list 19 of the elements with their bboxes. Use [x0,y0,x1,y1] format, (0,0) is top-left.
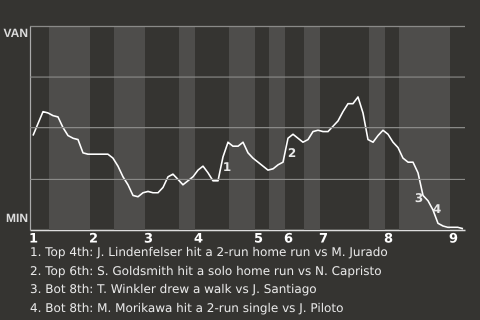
text: 4. Bot 8th: M. Morikawa hit a 2-run single vs J. Piloto [30,300,344,316]
x-tick-label: 9 [448,232,458,246]
x-tick-label: 3 [144,232,154,246]
text: 2. Top 6th: S. Goldsmith hit a solo home run vs N. Capristo [30,262,383,280]
text: 1. Top 4th: J. Lindenfelser hit a 2-run home run vs M. Jurado [30,244,388,261]
annotation: 4 [432,202,442,216]
x-tick-label: 7 [318,232,328,246]
annotation: 3 [414,191,424,205]
x-tick-label: 6 [284,232,294,246]
x-tick-label: 4 [194,232,204,246]
x-tick-label: 8 [384,232,394,246]
annotation: 1 [222,160,232,174]
text: MIN [6,211,28,225]
text: 3. Bot 8th: T. Winkler drew a walk vs J. Santiago [30,281,318,298]
x-tick-label: 5 [254,232,264,246]
annotation: 2 [288,146,296,160]
x-tick-label: 2 [88,232,98,246]
x-tick-label: 1 [28,232,38,246]
text: VAN [4,26,28,40]
